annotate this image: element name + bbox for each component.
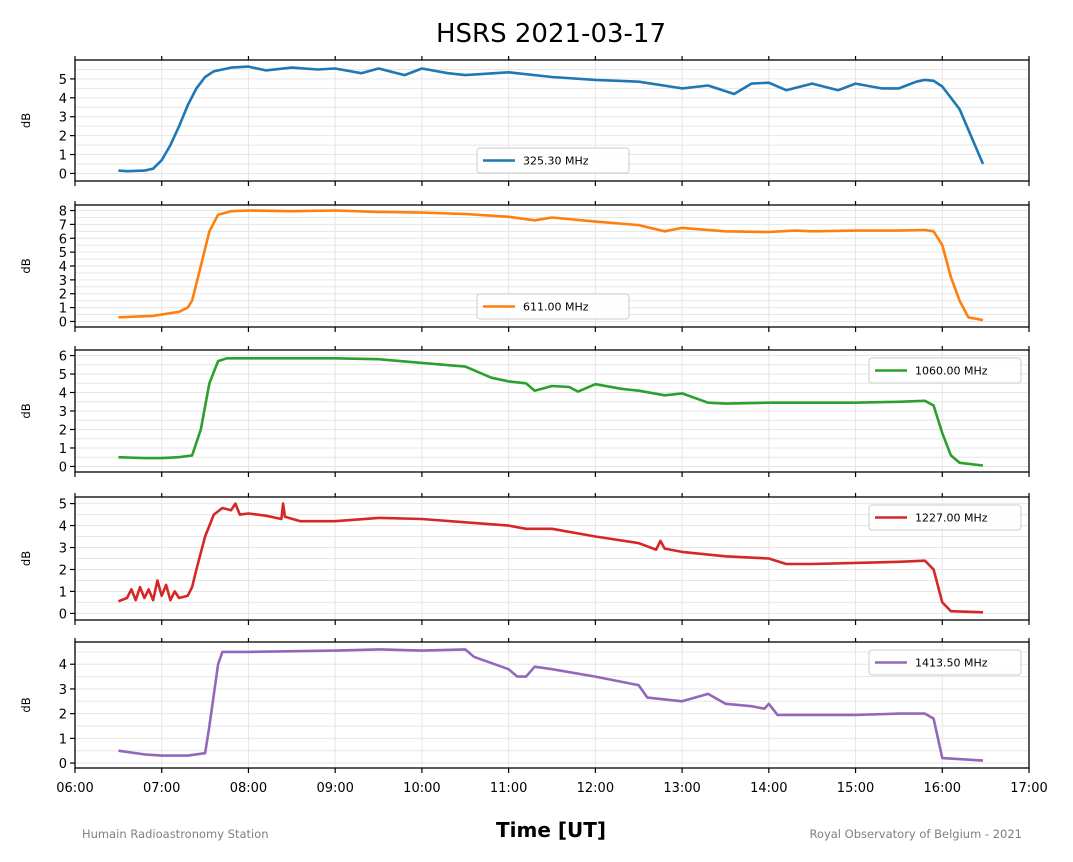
y-tick-label: 0 bbox=[59, 607, 67, 622]
credit-right: Royal Observatory of Belgium - 2021 bbox=[809, 827, 1022, 841]
y-tick-label: 1 bbox=[59, 149, 67, 164]
y-tick-label: 5 bbox=[59, 73, 67, 88]
y-tick-label: 1 bbox=[59, 442, 67, 457]
y-tick-label: 5 bbox=[59, 246, 67, 261]
y-tick-label: 7 bbox=[59, 218, 67, 233]
x-tick-label: 07:00 bbox=[143, 781, 180, 796]
panel-frame bbox=[74, 496, 1030, 621]
legend-box bbox=[476, 293, 630, 320]
panel-4: 0 1 2 3 4 5 dB 1227.00 MHz bbox=[19, 493, 1030, 625]
legend-label: 325.30 MHz bbox=[523, 155, 589, 168]
panel-frame bbox=[74, 59, 1030, 182]
y-tick-label: 4 bbox=[59, 92, 67, 107]
series-line bbox=[118, 648, 984, 762]
y-tick-label: 3 bbox=[59, 274, 67, 289]
x-tick-label: 17:00 bbox=[1010, 781, 1047, 796]
y-tick-label: 4 bbox=[59, 260, 67, 275]
x-axis-label: Time [UT] bbox=[496, 818, 606, 842]
legend-label: 1413.50 MHz bbox=[915, 657, 988, 670]
x-tick-label: 12:00 bbox=[577, 781, 614, 796]
credit-left: Humain Radioastronomy Station bbox=[82, 827, 269, 841]
y-tick-label: 5 bbox=[59, 498, 67, 513]
y-tick-label: 2 bbox=[59, 288, 67, 303]
legend: 1060.00 MHz bbox=[868, 357, 1022, 384]
panel-1: 0 1 2 3 4 5 dB 325.30 MHz bbox=[19, 56, 1030, 186]
legend-box bbox=[868, 357, 1022, 384]
legend-box bbox=[868, 504, 1022, 531]
legend-label: 611.00 MHz bbox=[523, 301, 589, 314]
x-tick-label: 16:00 bbox=[924, 781, 961, 796]
y-tick-label: 4 bbox=[59, 520, 67, 535]
chart-title: HSRS 2021-03-17 bbox=[436, 19, 666, 49]
y-tick-label: 3 bbox=[59, 405, 67, 420]
x-tick-label: 06:00 bbox=[56, 781, 93, 796]
y-tick-label: 3 bbox=[59, 542, 67, 557]
legend-label: 1227.00 MHz bbox=[915, 512, 988, 525]
series-line bbox=[118, 356, 984, 467]
y-tick-label: 0 bbox=[59, 757, 67, 772]
y-tick-label: 2 bbox=[59, 130, 67, 145]
y-tick-label: 3 bbox=[59, 111, 67, 126]
series-line bbox=[118, 209, 984, 322]
panel-frame bbox=[74, 641, 1030, 769]
y-tick-label: 3 bbox=[59, 683, 67, 698]
y-tick-label: 0 bbox=[59, 167, 67, 182]
x-tick-label: 13:00 bbox=[663, 781, 700, 796]
y-axis-label: dB bbox=[19, 258, 33, 273]
y-axis-label: dB bbox=[19, 403, 33, 418]
x-tick-label: 09:00 bbox=[316, 781, 353, 796]
legend: 611.00 MHz bbox=[476, 293, 630, 320]
x-tick-label: 11:00 bbox=[490, 781, 527, 796]
y-tick-label: 6 bbox=[59, 350, 67, 365]
y-tick-label: 2 bbox=[59, 708, 67, 723]
y-tick-label: 4 bbox=[59, 387, 67, 402]
x-axis-ticks: 06:00 07:00 08:00 09:00 10:00 11:00 12:00 13:00… bbox=[56, 781, 1047, 796]
y-tick-label: 5 bbox=[59, 368, 67, 383]
panel-3: 0 1 2 3 4 5 6 dB 1060.00 MHz bbox=[19, 346, 1030, 477]
x-tick-label: 14:00 bbox=[750, 781, 787, 796]
x-tick-label: 08:00 bbox=[230, 781, 267, 796]
series-line bbox=[117, 502, 984, 614]
legend: 1227.00 MHz bbox=[868, 504, 1022, 531]
x-tick-label: 15:00 bbox=[837, 781, 874, 796]
y-axis-label: dB bbox=[19, 697, 33, 712]
legend-label: 1060.00 MHz bbox=[915, 365, 988, 378]
legend-box bbox=[476, 147, 630, 174]
legend: 1413.50 MHz bbox=[868, 649, 1022, 676]
y-tick-label: 0 bbox=[59, 315, 67, 330]
y-tick-label: 6 bbox=[59, 232, 67, 247]
y-tick-label: 1 bbox=[59, 585, 67, 600]
legend-box bbox=[868, 649, 1022, 676]
y-axis-label: dB bbox=[19, 113, 33, 128]
y-tick-label: 0 bbox=[59, 460, 67, 475]
y-tick-label: 8 bbox=[59, 205, 67, 220]
legend: 325.30 MHz bbox=[476, 147, 630, 174]
y-tick-label: 2 bbox=[59, 423, 67, 438]
y-tick-label: 2 bbox=[59, 563, 67, 578]
y-axis-label: dB bbox=[19, 551, 33, 566]
y-tick-label: 1 bbox=[59, 732, 67, 747]
y-tick-label: 1 bbox=[59, 302, 67, 317]
y-tick-label: 4 bbox=[59, 658, 67, 673]
series-line bbox=[118, 65, 985, 173]
x-tick-label: 10:00 bbox=[403, 781, 440, 796]
panel-5: 0 1 2 3 4 dB 1413.50 MHz bbox=[19, 638, 1030, 773]
